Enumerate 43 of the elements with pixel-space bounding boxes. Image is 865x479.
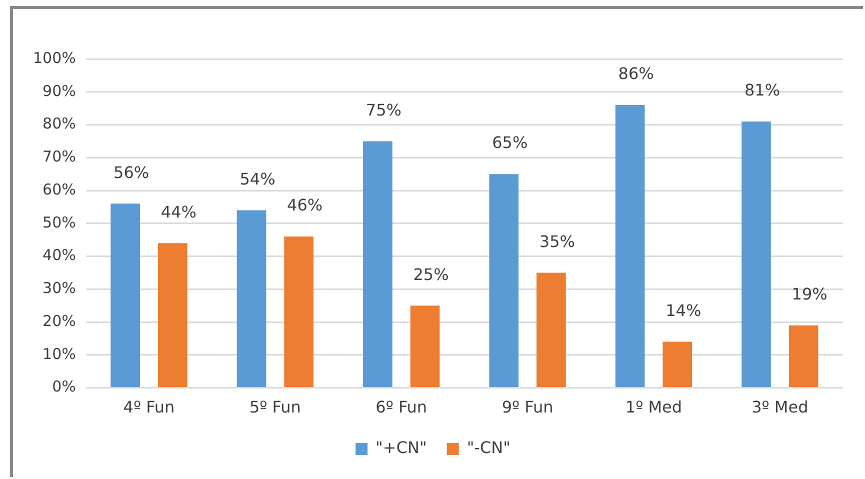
x-tick-label: 4º Fun (123, 398, 175, 417)
bar (788, 325, 818, 388)
y-tick-label: 80% (42, 114, 76, 133)
y-tick-label: 40% (42, 246, 76, 264)
bar (410, 306, 440, 388)
legend-label: "+CN" (376, 438, 427, 458)
y-tick-label: 50% (42, 213, 76, 232)
bar (110, 204, 140, 388)
x-tick-label: 9º Fun (502, 398, 554, 417)
data-label: 65% (492, 133, 528, 152)
bar (662, 342, 692, 388)
bar (615, 105, 645, 388)
bar (742, 121, 771, 388)
data-label: 44% (160, 202, 196, 222)
bar (284, 236, 314, 388)
y-tick-label: 10% (42, 344, 76, 363)
x-tick-label: 1º Med (625, 398, 682, 417)
bar (536, 272, 566, 388)
y-tick-label: 20% (42, 312, 76, 330)
y-tick-label: 0% (52, 378, 76, 396)
x-tick-label: 6º Fun (376, 398, 428, 417)
data-label: 35% (539, 232, 575, 251)
data-label: 75% (366, 100, 402, 120)
data-label: 19% (792, 284, 828, 304)
y-tick-label: 90% (42, 82, 76, 100)
bar (363, 141, 392, 388)
data-label: 56% (114, 162, 150, 182)
y-tick-label: 60% (42, 180, 76, 198)
y-tick-label: 30% (42, 279, 76, 298)
data-label: 81% (744, 80, 780, 100)
y-tick-label: 100% (32, 48, 76, 67)
x-tick-label: 5º Fun (249, 398, 301, 417)
data-label: 25% (413, 264, 449, 284)
bar (158, 243, 188, 388)
x-tick-label: 3º Med (752, 398, 808, 417)
data-label: 54% (240, 169, 276, 188)
bar (489, 174, 519, 388)
data-label: 86% (618, 64, 654, 84)
data-label: 46% (287, 196, 323, 215)
bar (236, 210, 266, 388)
data-label: 14% (666, 300, 702, 320)
y-tick-label: 70% (42, 148, 76, 166)
legend-label: "-CN" (466, 438, 510, 458)
